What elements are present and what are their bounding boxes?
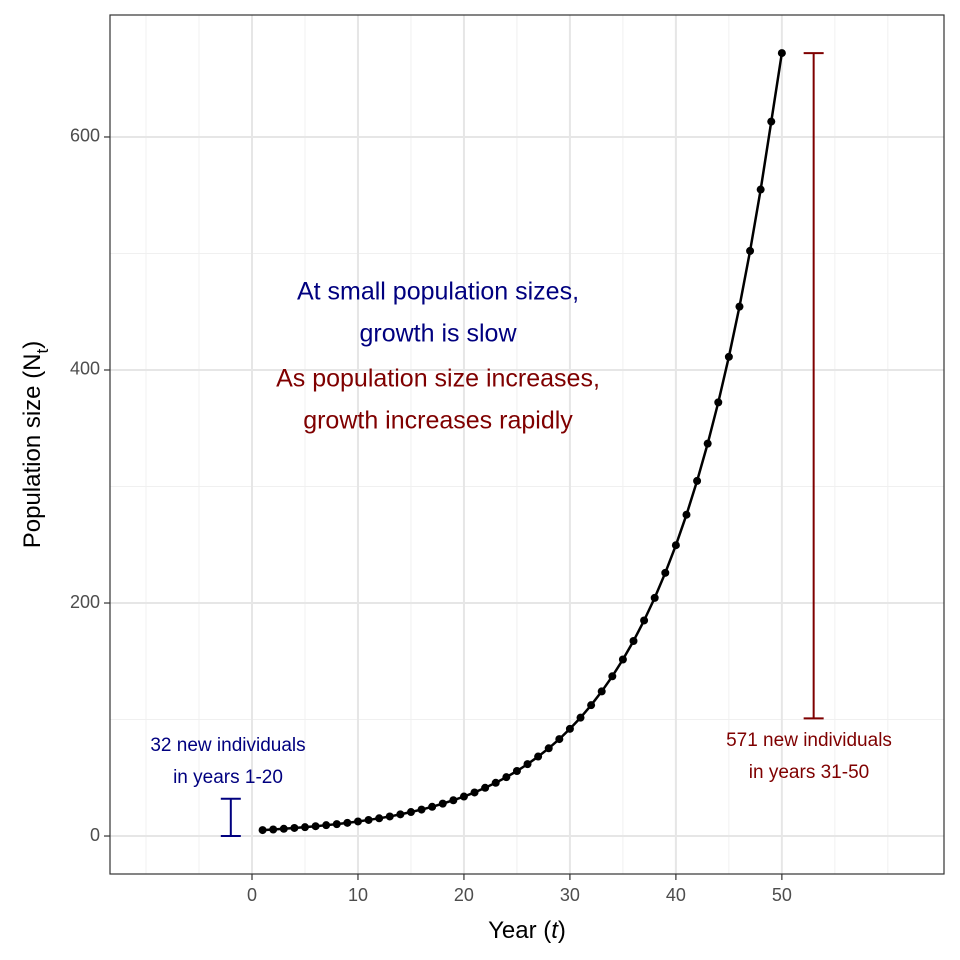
plot-background <box>110 15 944 874</box>
point <box>396 810 405 819</box>
point <box>279 824 288 833</box>
point <box>629 636 638 645</box>
y-axis-title-part: ) <box>19 341 46 349</box>
point <box>682 510 691 519</box>
point <box>544 744 553 753</box>
point <box>661 568 670 577</box>
point <box>449 796 458 805</box>
point <box>735 302 744 311</box>
point <box>353 817 362 826</box>
y-tick-label: 400 <box>70 359 100 379</box>
error-bar-label: in years 31-50 <box>749 762 869 783</box>
point <box>470 788 479 797</box>
point <box>555 735 564 744</box>
x-axis-title-part: ) <box>558 917 566 944</box>
y-axis-title-part: t <box>33 348 52 353</box>
point <box>618 655 627 664</box>
annotation: growth is slow <box>360 320 518 348</box>
y-axis-title-part: Population size (N <box>19 353 46 548</box>
x-tick-label: 20 <box>454 885 474 905</box>
point <box>724 352 733 361</box>
point <box>565 724 574 733</box>
x-axis-title-part: t <box>551 917 559 944</box>
point <box>703 439 712 448</box>
point <box>746 246 755 255</box>
annotation: As population size increases, <box>276 365 600 393</box>
point <box>756 185 765 194</box>
point <box>693 476 702 485</box>
x-tick-label: 50 <box>772 885 792 905</box>
point <box>587 701 596 710</box>
point <box>608 672 617 681</box>
plot-border <box>109 14 945 875</box>
x-tick-label: 40 <box>666 885 686 905</box>
point <box>671 541 680 550</box>
point <box>300 823 309 832</box>
point <box>322 821 331 830</box>
point <box>576 713 585 722</box>
point <box>777 49 786 58</box>
annotation: At small population sizes, <box>297 278 579 306</box>
error-bar-label: in years 1-20 <box>173 767 283 788</box>
point <box>491 778 500 787</box>
point <box>459 792 468 801</box>
point <box>481 783 490 792</box>
point <box>406 808 415 817</box>
point <box>640 616 649 625</box>
point <box>512 767 521 776</box>
point <box>714 398 723 407</box>
x-tick-label: 30 <box>560 885 580 905</box>
y-tick-label: 600 <box>70 126 100 146</box>
point <box>767 117 776 126</box>
point <box>311 822 320 831</box>
point <box>650 593 659 602</box>
point <box>502 773 511 782</box>
point <box>258 826 267 835</box>
error-bar-label: 571 new individuals <box>726 730 892 751</box>
point <box>375 814 384 823</box>
point <box>428 802 437 811</box>
point <box>534 752 543 761</box>
point <box>332 820 341 829</box>
x-tick-label: 0 <box>247 885 257 905</box>
y-axis-title: Population size (Nt) <box>19 341 52 549</box>
y-tick-label: 0 <box>90 825 100 845</box>
point <box>269 825 278 834</box>
point <box>417 805 426 814</box>
point <box>290 823 299 832</box>
x-axis-title: Year (t) <box>488 917 566 944</box>
error-bar-label: 32 new individuals <box>150 735 305 756</box>
point <box>343 818 352 827</box>
point <box>523 760 532 769</box>
y-tick-label: 200 <box>70 592 100 612</box>
point <box>385 812 394 821</box>
point <box>364 815 373 824</box>
x-axis-title-part: Year ( <box>488 917 551 944</box>
point <box>597 687 606 696</box>
point <box>438 799 447 808</box>
annotation: growth increases rapidly <box>303 407 573 435</box>
x-tick-label: 10 <box>348 885 368 905</box>
